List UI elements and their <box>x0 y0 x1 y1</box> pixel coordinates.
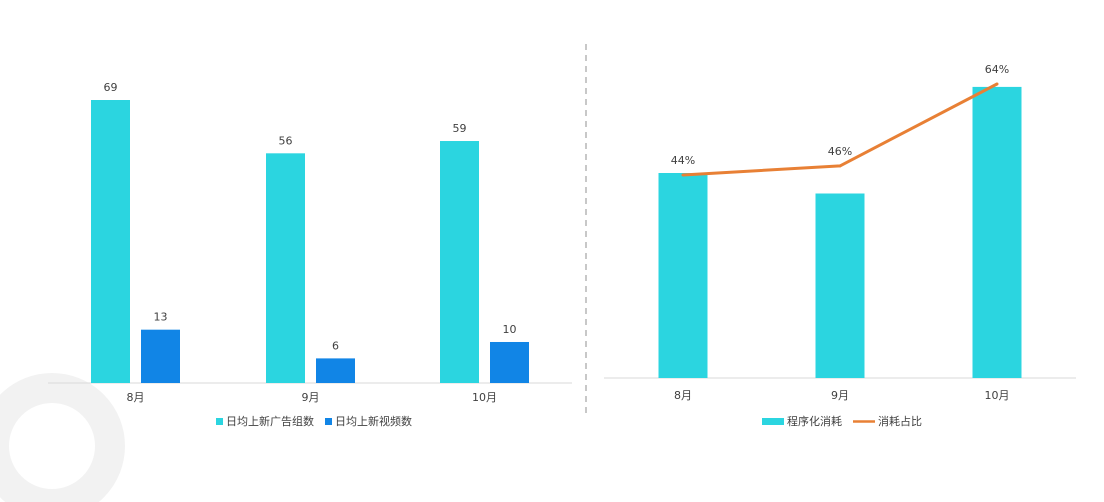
right-line-series <box>681 82 999 177</box>
right-x-tick-0: 8月 <box>674 389 692 402</box>
spend-share-point-0 <box>681 173 685 177</box>
x-tick-2: 10月 <box>472 391 497 404</box>
bar-videos-2 <box>490 341 529 383</box>
legend-label-videos: 日均上新视频数 <box>335 414 412 428</box>
data-label-videos-0: 13 <box>154 311 168 324</box>
bar-programmatic-spend-0 <box>658 173 708 378</box>
watermark-logo <box>0 373 125 502</box>
spend-share-label-2: 64% <box>985 63 1009 76</box>
spend-share-line <box>682 82 998 177</box>
bar-videos-1 <box>316 358 355 383</box>
left-chart: 69 13 56 6 59 10 8月 9月 10月 日均上新广告组数 日均上新视频数 <box>48 81 572 428</box>
right-data-labels: 44% 46% 64% <box>671 63 1009 167</box>
right-legend: 程序化消耗 消耗占比 <box>762 414 922 428</box>
data-label-videos-2: 10 <box>503 323 517 336</box>
left-bars <box>91 100 529 383</box>
bar-programmatic-spend-2 <box>972 86 1022 379</box>
x-tick-0: 8月 <box>127 391 145 404</box>
left-data-labels: 69 13 56 6 59 10 <box>104 81 517 352</box>
right-x-tick-2: 10月 <box>985 389 1010 402</box>
legend-label-programmatic-spend: 程序化消耗 <box>787 414 842 428</box>
legend-swatch-ad-groups <box>216 418 223 425</box>
bar-ad-groups-0 <box>91 100 130 383</box>
left-x-ticks: 8月 9月 10月 <box>127 391 498 404</box>
data-label-ad-groups-2: 59 <box>453 122 467 135</box>
data-label-ad-groups-0: 69 <box>104 81 118 94</box>
spend-share-point-1 <box>838 164 842 168</box>
x-tick-1: 9月 <box>302 391 320 404</box>
bar-ad-groups-1 <box>266 153 305 383</box>
legend-label-ad-groups: 日均上新广告组数 <box>226 414 314 428</box>
legend-label-spend-share: 消耗占比 <box>878 414 922 428</box>
right-x-ticks: 8月 9月 10月 <box>674 389 1010 402</box>
spend-share-label-0: 44% <box>671 154 695 167</box>
bar-ad-groups-2 <box>440 141 479 383</box>
legend-swatch-programmatic-spend <box>762 418 784 425</box>
spend-share-label-1: 46% <box>828 145 852 158</box>
legend-swatch-videos <box>325 418 332 425</box>
right-x-tick-1: 9月 <box>831 389 849 402</box>
bar-videos-0 <box>141 329 180 383</box>
bar-programmatic-spend-1 <box>815 193 865 378</box>
spend-share-point-2 <box>995 82 999 86</box>
data-label-videos-1: 6 <box>332 339 339 352</box>
left-legend: 日均上新广告组数 日均上新视频数 <box>216 414 412 428</box>
right-chart: 44% 46% 64% 8月 9月 10月 程序化消耗 消耗占比 <box>604 63 1076 428</box>
data-label-ad-groups-1: 56 <box>279 134 293 147</box>
right-bars <box>658 86 1022 379</box>
